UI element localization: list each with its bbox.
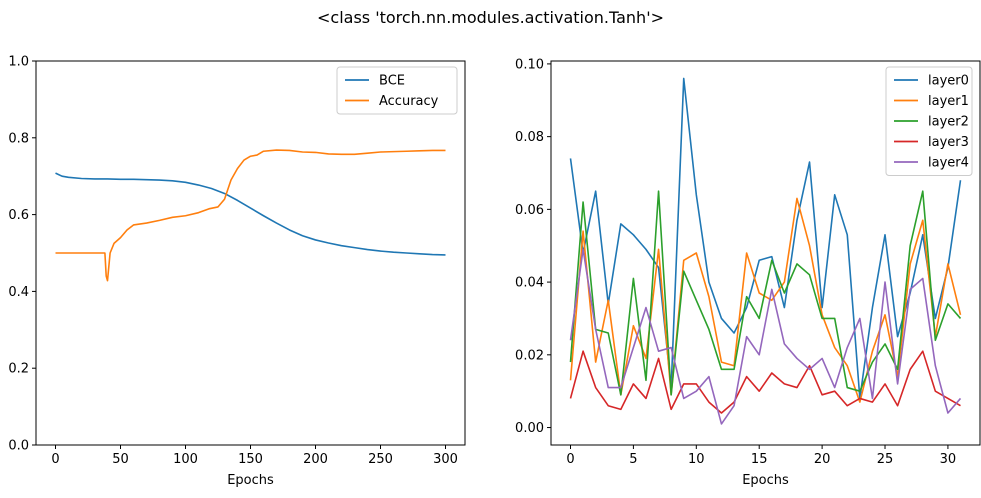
x-tick-label: 5 xyxy=(629,452,637,467)
y-tick-label: 0.02 xyxy=(515,348,544,363)
x-tick-label: 150 xyxy=(238,452,263,467)
legend-box xyxy=(885,66,973,176)
y-tick-label: 0.0 xyxy=(8,439,29,454)
y-tick-label: 0.08 xyxy=(515,130,544,145)
y-tick-label: 0.8 xyxy=(8,131,29,146)
x-tick-label: 10 xyxy=(688,452,705,467)
x-tick-label: 30 xyxy=(940,452,957,467)
y-tick-label: 0.2 xyxy=(8,362,29,377)
y-tick-label: 0.00 xyxy=(515,421,544,436)
legend-label-layer0: layer0 xyxy=(928,74,969,89)
x-tick-label: 15 xyxy=(751,452,768,467)
y-tick-label: 0.6 xyxy=(8,208,29,223)
x-tick-label: 25 xyxy=(877,452,894,467)
y-tick-label: 0.06 xyxy=(515,203,544,218)
y-tick-label: 0.10 xyxy=(515,57,544,72)
series-line-accuracy xyxy=(55,149,446,282)
y-tick-label: 0.04 xyxy=(515,276,544,291)
series-line-layer4 xyxy=(569,248,962,425)
x-axis-label: Epochs xyxy=(742,473,789,488)
series-line-layer2 xyxy=(569,190,962,396)
series-line-layer0 xyxy=(569,77,962,400)
legend: BCE Accuracy xyxy=(336,66,458,115)
series-line-layer1 xyxy=(569,197,962,403)
series-line-bce xyxy=(55,172,446,256)
legend-label-bce: BCE xyxy=(379,74,405,89)
y-tick-label: 0.4 xyxy=(8,285,29,300)
x-tick-label: 20 xyxy=(814,452,831,467)
legend-box xyxy=(336,66,458,115)
legend: layer0 layer1 layer2 layer3 layer4 xyxy=(885,66,973,176)
series-line-layer3 xyxy=(569,350,961,414)
subplot-2: 0 5 10 15 20 25 30 0.00 0.02 0.04 0.06 0.08 0.10 Epoc… xyxy=(515,57,981,488)
x-tick-label: 200 xyxy=(303,452,328,467)
legend-label-layer3: layer3 xyxy=(928,135,969,150)
axes-frame xyxy=(550,60,981,446)
y-tick-label: 1.0 xyxy=(8,55,29,70)
legend-label-layer1: layer1 xyxy=(928,94,969,109)
x-tick-label: 0 xyxy=(566,452,574,467)
x-tick-label: 300 xyxy=(433,452,458,467)
x-tick-label: 100 xyxy=(173,452,198,467)
x-tick-label: 50 xyxy=(112,452,129,467)
legend-label-layer2: layer2 xyxy=(928,115,969,130)
x-axis-label: Epochs xyxy=(227,473,274,488)
legend-label-layer4: layer4 xyxy=(928,156,969,171)
figure-suptitle: <class 'torch.nn.modules.activation.Tanh… xyxy=(316,8,664,27)
x-tick-label: 250 xyxy=(368,452,393,467)
subplot-1: 0 50 100 150 200 250 300 0.0 0.2 0.4 0.6 0.8 1.0 Epoc… xyxy=(8,55,466,488)
x-tick-label: 0 xyxy=(51,452,59,467)
legend-label-accuracy: Accuracy xyxy=(379,94,439,109)
